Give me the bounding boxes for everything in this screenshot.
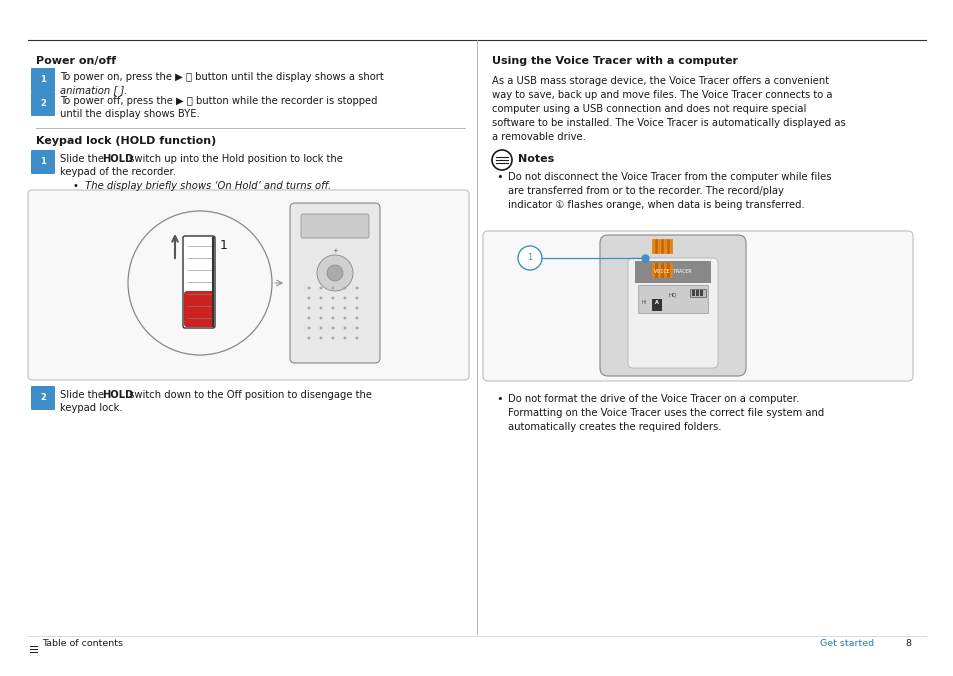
Text: 8: 8 xyxy=(904,639,910,648)
Circle shape xyxy=(316,255,353,291)
Text: software to be installed. The Voice Tracer is automatically displayed as: software to be installed. The Voice Trac… xyxy=(492,118,845,128)
Text: 2: 2 xyxy=(40,99,46,109)
Text: 1: 1 xyxy=(220,239,228,253)
Circle shape xyxy=(331,316,335,320)
Text: 2: 2 xyxy=(40,393,46,402)
Text: HI: HI xyxy=(641,300,646,305)
Circle shape xyxy=(331,306,335,310)
Circle shape xyxy=(319,337,322,339)
FancyBboxPatch shape xyxy=(183,236,214,328)
Text: •: • xyxy=(496,172,502,182)
Text: Do not disconnect the Voice Tracer from the computer while files: Do not disconnect the Voice Tracer from … xyxy=(507,172,831,182)
Circle shape xyxy=(319,306,322,310)
Circle shape xyxy=(307,316,310,320)
Circle shape xyxy=(319,297,322,299)
Circle shape xyxy=(331,297,335,299)
Circle shape xyxy=(343,327,346,329)
Circle shape xyxy=(343,306,346,310)
Circle shape xyxy=(355,327,358,329)
Circle shape xyxy=(331,337,335,339)
FancyBboxPatch shape xyxy=(30,150,55,174)
Text: Do not format the drive of the Voice Tracer on a computer.: Do not format the drive of the Voice Tra… xyxy=(507,394,799,404)
FancyBboxPatch shape xyxy=(301,214,369,238)
FancyBboxPatch shape xyxy=(28,190,469,380)
Text: A: A xyxy=(655,300,659,305)
Text: As a USB mass storage device, the Voice Tracer offers a convenient: As a USB mass storage device, the Voice … xyxy=(492,76,828,86)
Text: 1: 1 xyxy=(40,158,46,166)
FancyBboxPatch shape xyxy=(696,290,699,296)
Circle shape xyxy=(355,306,358,310)
Text: To power on, press the ▶ ⏻ button until the display shows a short: To power on, press the ▶ ⏻ button until … xyxy=(60,72,383,82)
Text: until the display shows BYE.: until the display shows BYE. xyxy=(60,109,199,119)
FancyBboxPatch shape xyxy=(691,290,695,296)
Circle shape xyxy=(319,327,322,329)
Text: Formatting on the Voice Tracer uses the correct file system and: Formatting on the Voice Tracer uses the … xyxy=(507,408,823,418)
Circle shape xyxy=(343,337,346,339)
FancyBboxPatch shape xyxy=(689,289,705,297)
Text: switch up into the Hold position to lock the: switch up into the Hold position to lock… xyxy=(126,154,342,164)
Text: keypad lock.: keypad lock. xyxy=(60,403,123,413)
Text: automatically creates the required folders.: automatically creates the required folde… xyxy=(507,422,720,432)
Circle shape xyxy=(343,316,346,320)
Circle shape xyxy=(343,297,346,299)
Circle shape xyxy=(319,287,322,289)
Text: To power off, press the ▶ ⏻ button while the recorder is stopped: To power off, press the ▶ ⏻ button while… xyxy=(60,96,377,106)
Text: indicator ① flashes orange, when data is being transferred.: indicator ① flashes orange, when data is… xyxy=(507,200,804,210)
FancyBboxPatch shape xyxy=(651,299,661,311)
Circle shape xyxy=(319,316,322,320)
Text: HQ: HQ xyxy=(668,293,677,298)
Text: a removable drive.: a removable drive. xyxy=(492,132,585,142)
Circle shape xyxy=(307,337,310,339)
FancyBboxPatch shape xyxy=(290,203,379,363)
Text: keypad of the recorder.: keypad of the recorder. xyxy=(60,167,175,177)
Circle shape xyxy=(517,246,541,270)
Text: switch down to the Off position to disengage the: switch down to the Off position to disen… xyxy=(126,390,372,400)
Text: Table of contents: Table of contents xyxy=(42,639,123,648)
Text: HOLD: HOLD xyxy=(102,154,133,164)
Circle shape xyxy=(355,297,358,299)
Text: 1: 1 xyxy=(527,254,532,262)
FancyBboxPatch shape xyxy=(599,235,745,376)
Circle shape xyxy=(355,316,358,320)
FancyBboxPatch shape xyxy=(700,290,702,296)
Circle shape xyxy=(331,287,335,289)
Circle shape xyxy=(492,150,512,170)
Circle shape xyxy=(355,287,358,289)
Text: Using the Voice Tracer with a computer: Using the Voice Tracer with a computer xyxy=(492,56,738,66)
Text: Power on/off: Power on/off xyxy=(36,56,116,66)
FancyBboxPatch shape xyxy=(30,386,55,410)
Text: Slide the: Slide the xyxy=(60,390,107,400)
Text: Slide the: Slide the xyxy=(60,154,107,164)
Text: +: + xyxy=(332,248,337,254)
Circle shape xyxy=(307,287,310,289)
FancyBboxPatch shape xyxy=(30,92,55,116)
FancyBboxPatch shape xyxy=(482,231,912,381)
Circle shape xyxy=(355,337,358,339)
Text: •: • xyxy=(496,394,502,404)
Text: Get started: Get started xyxy=(820,639,873,648)
Text: VOICE TRACER: VOICE TRACER xyxy=(654,270,691,274)
Text: HOLD: HOLD xyxy=(102,390,133,400)
Text: animation [ ].: animation [ ]. xyxy=(60,85,128,95)
Text: computer using a USB connection and does not require special: computer using a USB connection and does… xyxy=(492,104,805,114)
Circle shape xyxy=(343,287,346,289)
FancyBboxPatch shape xyxy=(30,68,55,92)
FancyBboxPatch shape xyxy=(627,258,718,368)
Circle shape xyxy=(307,306,310,310)
Circle shape xyxy=(327,265,343,281)
Text: Keypad lock (HOLD function): Keypad lock (HOLD function) xyxy=(36,136,216,146)
Circle shape xyxy=(307,327,310,329)
Text: 1: 1 xyxy=(40,76,46,84)
Circle shape xyxy=(307,297,310,299)
Circle shape xyxy=(331,327,335,329)
FancyBboxPatch shape xyxy=(184,291,213,327)
Text: Notes: Notes xyxy=(517,154,554,164)
FancyBboxPatch shape xyxy=(638,285,707,313)
Text: way to save, back up and move files. The Voice Tracer connects to a: way to save, back up and move files. The… xyxy=(492,90,832,100)
Text: are transferred from or to the recorder. The record/play: are transferred from or to the recorder.… xyxy=(507,186,783,196)
Text: •  The display briefly shows ‘On Hold’ and turns off.: • The display briefly shows ‘On Hold’ an… xyxy=(73,181,331,191)
FancyBboxPatch shape xyxy=(635,261,710,283)
